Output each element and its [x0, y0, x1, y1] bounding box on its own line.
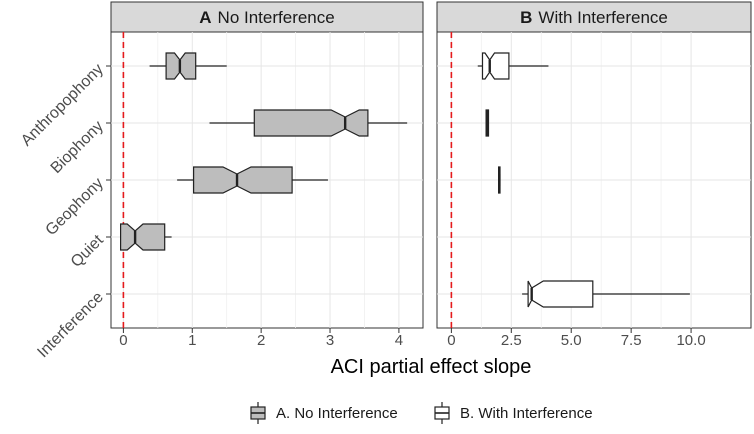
panel-b-boxes	[477, 52, 690, 308]
x-tick-label: 2	[257, 332, 265, 349]
y-category-label: Quiet	[68, 231, 107, 270]
box-b-geophony	[498, 166, 501, 194]
y-category-label: Biophony	[48, 118, 107, 177]
y-category-label: Interference	[34, 289, 106, 361]
y-category-label: Geophony	[43, 175, 107, 239]
box-a-biophony	[209, 109, 408, 137]
legend: A. No Interference B. With Interference	[250, 402, 593, 424]
panel-b-strip	[436, 1, 752, 33]
x-tick-label: 4	[395, 332, 403, 349]
x-tick-label: 0	[119, 332, 127, 349]
panel-a: A No Interference 0 1 2 3 4	[110, 1, 424, 349]
box-a-quiet	[119, 223, 172, 251]
x-tick-label: 2.5	[501, 332, 522, 349]
legend-label: B. With Interference	[460, 405, 593, 422]
box-body	[253, 109, 369, 137]
box-a-anthropophony	[149, 52, 227, 80]
x-tick-label: 3	[326, 332, 334, 349]
panel-b-strip-title: B With Interference	[520, 8, 668, 27]
panel-a-x-ticks: 0 1 2 3 4	[119, 328, 403, 349]
panel-b-grid	[437, 32, 751, 328]
panel-b-x-ticks: 0 2.5 5.0 7.5 10.0	[447, 328, 706, 349]
x-axis-title: ACI partial effect slope	[331, 356, 532, 378]
y-axis-category-labels: AnthropophonyBiophonyGeophonyQuietInterf…	[18, 61, 111, 361]
box-a-geophony	[177, 166, 328, 194]
panel-a-letter: A	[199, 8, 211, 27]
panel-a-boxes	[119, 52, 408, 251]
box-b-anthropophony	[477, 52, 549, 80]
box-body	[481, 52, 510, 80]
panel-a-strip	[110, 1, 424, 33]
box-body	[119, 223, 166, 251]
x-tick-label: 7.5	[621, 332, 642, 349]
x-tick-label: 10.0	[676, 332, 705, 349]
panel-b-title: With Interference	[538, 8, 667, 27]
panel-b-letter: B	[520, 8, 532, 27]
legend-key-with-interference	[434, 402, 450, 424]
box-body	[193, 166, 293, 194]
x-tick-label: 0	[447, 332, 455, 349]
legend-key-no-interference	[250, 402, 266, 424]
legend-label: A. No Interference	[276, 405, 398, 422]
x-tick-label: 1	[188, 332, 196, 349]
panel-b: B With Interference 0 2.5 5.0 7.5 10.0	[436, 1, 752, 349]
x-tick-label: 5.0	[561, 332, 582, 349]
panel-a-title: No Interference	[218, 8, 335, 27]
box-b-interference	[522, 280, 690, 308]
box-body	[527, 280, 594, 308]
panel-a-strip-title: A No Interference	[199, 8, 334, 27]
box-b-biophony	[485, 109, 490, 137]
